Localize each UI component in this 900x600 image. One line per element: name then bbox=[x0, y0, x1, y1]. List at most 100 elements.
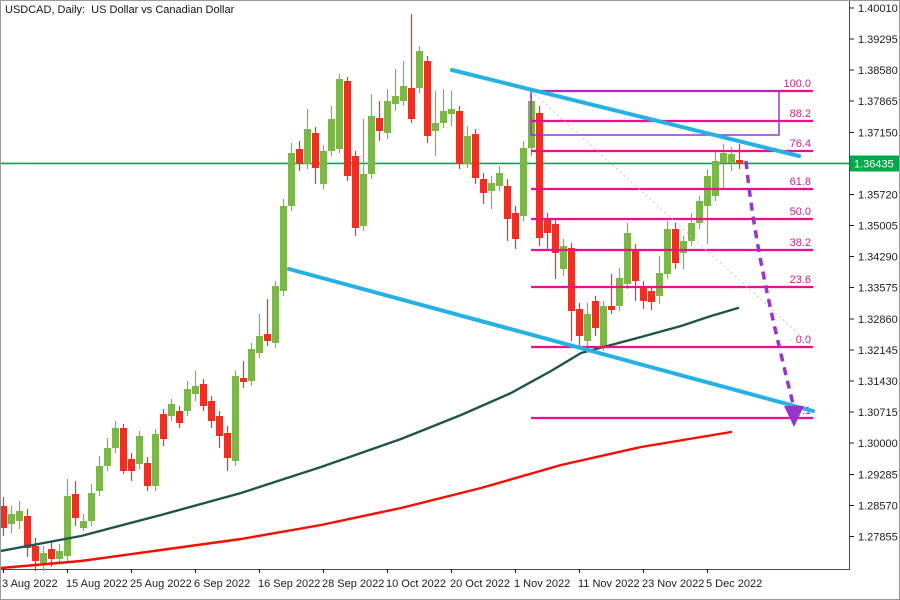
lower-trendline[interactable] bbox=[287, 267, 815, 413]
candle-bearish bbox=[504, 186, 511, 219]
candle-bullish bbox=[248, 349, 255, 381]
date-axis-label: 15 Aug 2022 bbox=[66, 578, 128, 590]
candle-bullish bbox=[328, 119, 335, 151]
date-axis-label: 25 Aug 2022 bbox=[130, 578, 192, 590]
candle-bearish bbox=[512, 213, 519, 239]
price-axis-label: 1.35720 bbox=[858, 189, 898, 201]
candle-bearish bbox=[552, 224, 559, 253]
candle-bullish bbox=[168, 404, 175, 416]
candle-bearish bbox=[672, 229, 679, 263]
price-axis-label: 1.35005 bbox=[858, 221, 898, 233]
price-axis-label: 1.31430 bbox=[858, 376, 898, 388]
candle-bearish bbox=[200, 384, 207, 406]
date-axis-label: 23 Nov 2022 bbox=[642, 578, 704, 590]
rectangle-annotation[interactable] bbox=[530, 90, 780, 136]
candle-bearish bbox=[344, 81, 351, 176]
date-axis-label: 10 Oct 2022 bbox=[386, 578, 446, 590]
date-axis-label: 3 Aug 2022 bbox=[2, 578, 58, 590]
candle-bearish bbox=[72, 494, 79, 518]
candle-bullish bbox=[112, 428, 119, 448]
candle-bullish bbox=[616, 278, 623, 306]
candle-bullish bbox=[688, 223, 695, 241]
candle-bearish bbox=[1, 506, 7, 528]
price-axis-label: 1.34290 bbox=[858, 252, 898, 264]
candle-bullish bbox=[560, 246, 567, 269]
candle-bearish bbox=[640, 287, 647, 301]
candle-bearish bbox=[576, 309, 583, 336]
ma-long-red[interactable] bbox=[1, 430, 733, 570]
date-axis[interactable]: 3 Aug 2022 15 Aug 2022 25 Aug 2022 6 Sep 20… bbox=[2, 569, 762, 590]
candle-bearish bbox=[144, 463, 151, 486]
fib-level-label: 61.8 bbox=[790, 176, 811, 188]
arrow-head-icon bbox=[784, 406, 804, 427]
fib-level-label: 100.0 bbox=[783, 78, 811, 90]
candle-bullish bbox=[600, 306, 607, 346]
candle-bullish bbox=[440, 111, 447, 123]
fib-level-label: 0.0 bbox=[796, 334, 811, 346]
candle-bullish bbox=[360, 174, 367, 226]
candle-bullish bbox=[96, 466, 103, 491]
fib-diagonal bbox=[530, 90, 812, 346]
candle-bearish bbox=[128, 459, 135, 471]
candle-bearish bbox=[536, 113, 543, 238]
date-axis-label: 6 Sep 2022 bbox=[194, 578, 250, 590]
candle-bullish bbox=[720, 153, 727, 163]
candle-bullish bbox=[704, 176, 711, 206]
candle-bullish bbox=[728, 154, 735, 163]
fib-level-label: 88.2 bbox=[790, 108, 811, 120]
candle-bullish bbox=[272, 286, 279, 343]
candle-bearish bbox=[376, 118, 383, 131]
candle-bearish bbox=[296, 149, 303, 163]
candle-bullish bbox=[464, 136, 471, 164]
price-axis-label: 1.32860 bbox=[858, 314, 898, 326]
candle-bearish bbox=[592, 301, 599, 328]
price-axis-label: 1.39295 bbox=[858, 34, 898, 46]
price-axis-label: 1.27855 bbox=[858, 531, 898, 543]
candle-bearish bbox=[568, 248, 575, 311]
candle-bullish bbox=[104, 448, 111, 466]
upper-trendline[interactable] bbox=[450, 68, 801, 158]
candle-bearish bbox=[312, 133, 319, 168]
candle-bullish bbox=[392, 96, 399, 104]
fib-level-label: 50.0 bbox=[790, 206, 811, 218]
candle-bullish bbox=[680, 241, 687, 253]
candle-bearish bbox=[240, 378, 247, 382]
candle-bullish bbox=[664, 229, 671, 274]
current-price-badge: 1.36435 bbox=[850, 155, 899, 172]
candle-bullish bbox=[624, 233, 631, 284]
candle-bullish bbox=[520, 148, 527, 216]
candle-bullish bbox=[400, 86, 407, 101]
fib-level-label: 23.6 bbox=[790, 274, 811, 286]
candle-bearish bbox=[120, 428, 127, 471]
candle-bullish bbox=[416, 51, 423, 88]
ma-slow-teal[interactable] bbox=[1, 306, 740, 553]
candle-bearish bbox=[24, 516, 31, 548]
projection-arrow[interactable] bbox=[744, 160, 804, 427]
candle-bullish bbox=[280, 206, 287, 291]
candle-bullish bbox=[304, 129, 311, 164]
candle-bearish bbox=[456, 111, 463, 164]
candle-bullish bbox=[288, 153, 295, 206]
candle-bullish bbox=[368, 116, 375, 174]
candle-bullish bbox=[80, 521, 87, 528]
candle-bearish bbox=[472, 134, 479, 178]
candle-bearish bbox=[224, 433, 231, 458]
candle-bullish bbox=[56, 551, 63, 559]
fib-level-label: 76.4 bbox=[790, 138, 811, 150]
candle-bearish bbox=[32, 546, 39, 561]
date-axis-label: 5 Dec 2022 bbox=[706, 578, 762, 590]
candle-bullish bbox=[448, 109, 455, 114]
candle-bullish bbox=[8, 514, 15, 524]
candle-bearish bbox=[408, 88, 415, 119]
date-axis-label: 16 Sep 2022 bbox=[258, 578, 320, 590]
candle-bearish bbox=[648, 291, 655, 302]
candle-bullish bbox=[40, 553, 47, 563]
candle-bullish bbox=[384, 101, 391, 133]
candle-bullish bbox=[184, 389, 191, 411]
date-axis-label: 11 Nov 2022 bbox=[578, 578, 640, 590]
price-axis[interactable]: 1.40010 1.39295 1.38580 1.37865 1.37150 1.357… bbox=[849, 3, 898, 543]
candle-bearish bbox=[216, 416, 223, 436]
chart-title: USDCAD, Daily: US Dollar vs Canadian Dol… bbox=[5, 4, 235, 16]
candles-layer[interactable] bbox=[1, 14, 743, 571]
